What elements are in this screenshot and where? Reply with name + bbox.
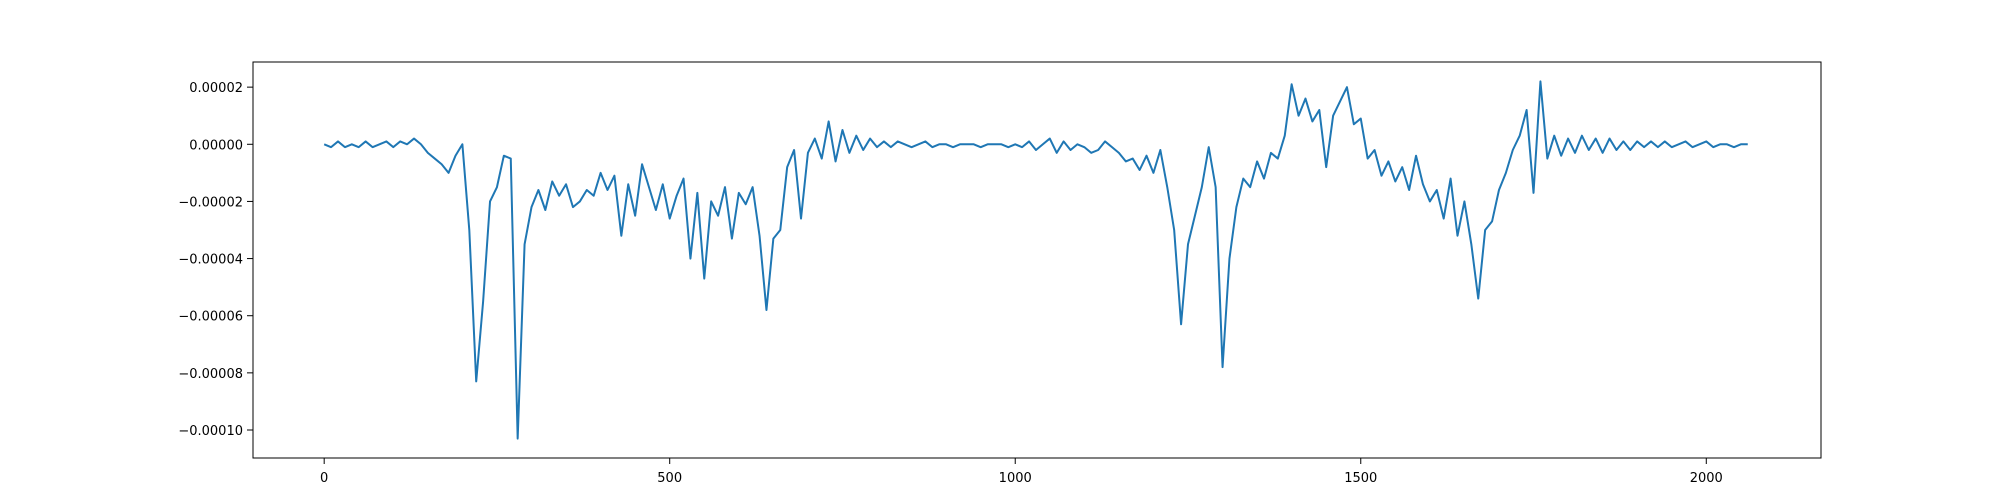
y-tick-label: −0.00008 xyxy=(178,367,243,382)
y-tick-label: −0.00010 xyxy=(178,424,243,439)
y-tick-label: −0.00002 xyxy=(178,195,243,210)
plot-frame xyxy=(252,61,1822,459)
y-tick-label: −0.00004 xyxy=(178,253,243,268)
y-tick-label: 0.00000 xyxy=(189,138,243,153)
y-tick-label: −0.00006 xyxy=(178,310,243,325)
x-tick-label: 2000 xyxy=(1690,471,1723,486)
x-tick-label: 0 xyxy=(320,471,328,486)
line xyxy=(323,80,1748,440)
x-tick-label: 1000 xyxy=(999,471,1032,486)
x-tick-label: 1500 xyxy=(1344,471,1377,486)
x-tick-label: 500 xyxy=(657,471,682,486)
y-tick-label: 0.00002 xyxy=(189,81,243,96)
